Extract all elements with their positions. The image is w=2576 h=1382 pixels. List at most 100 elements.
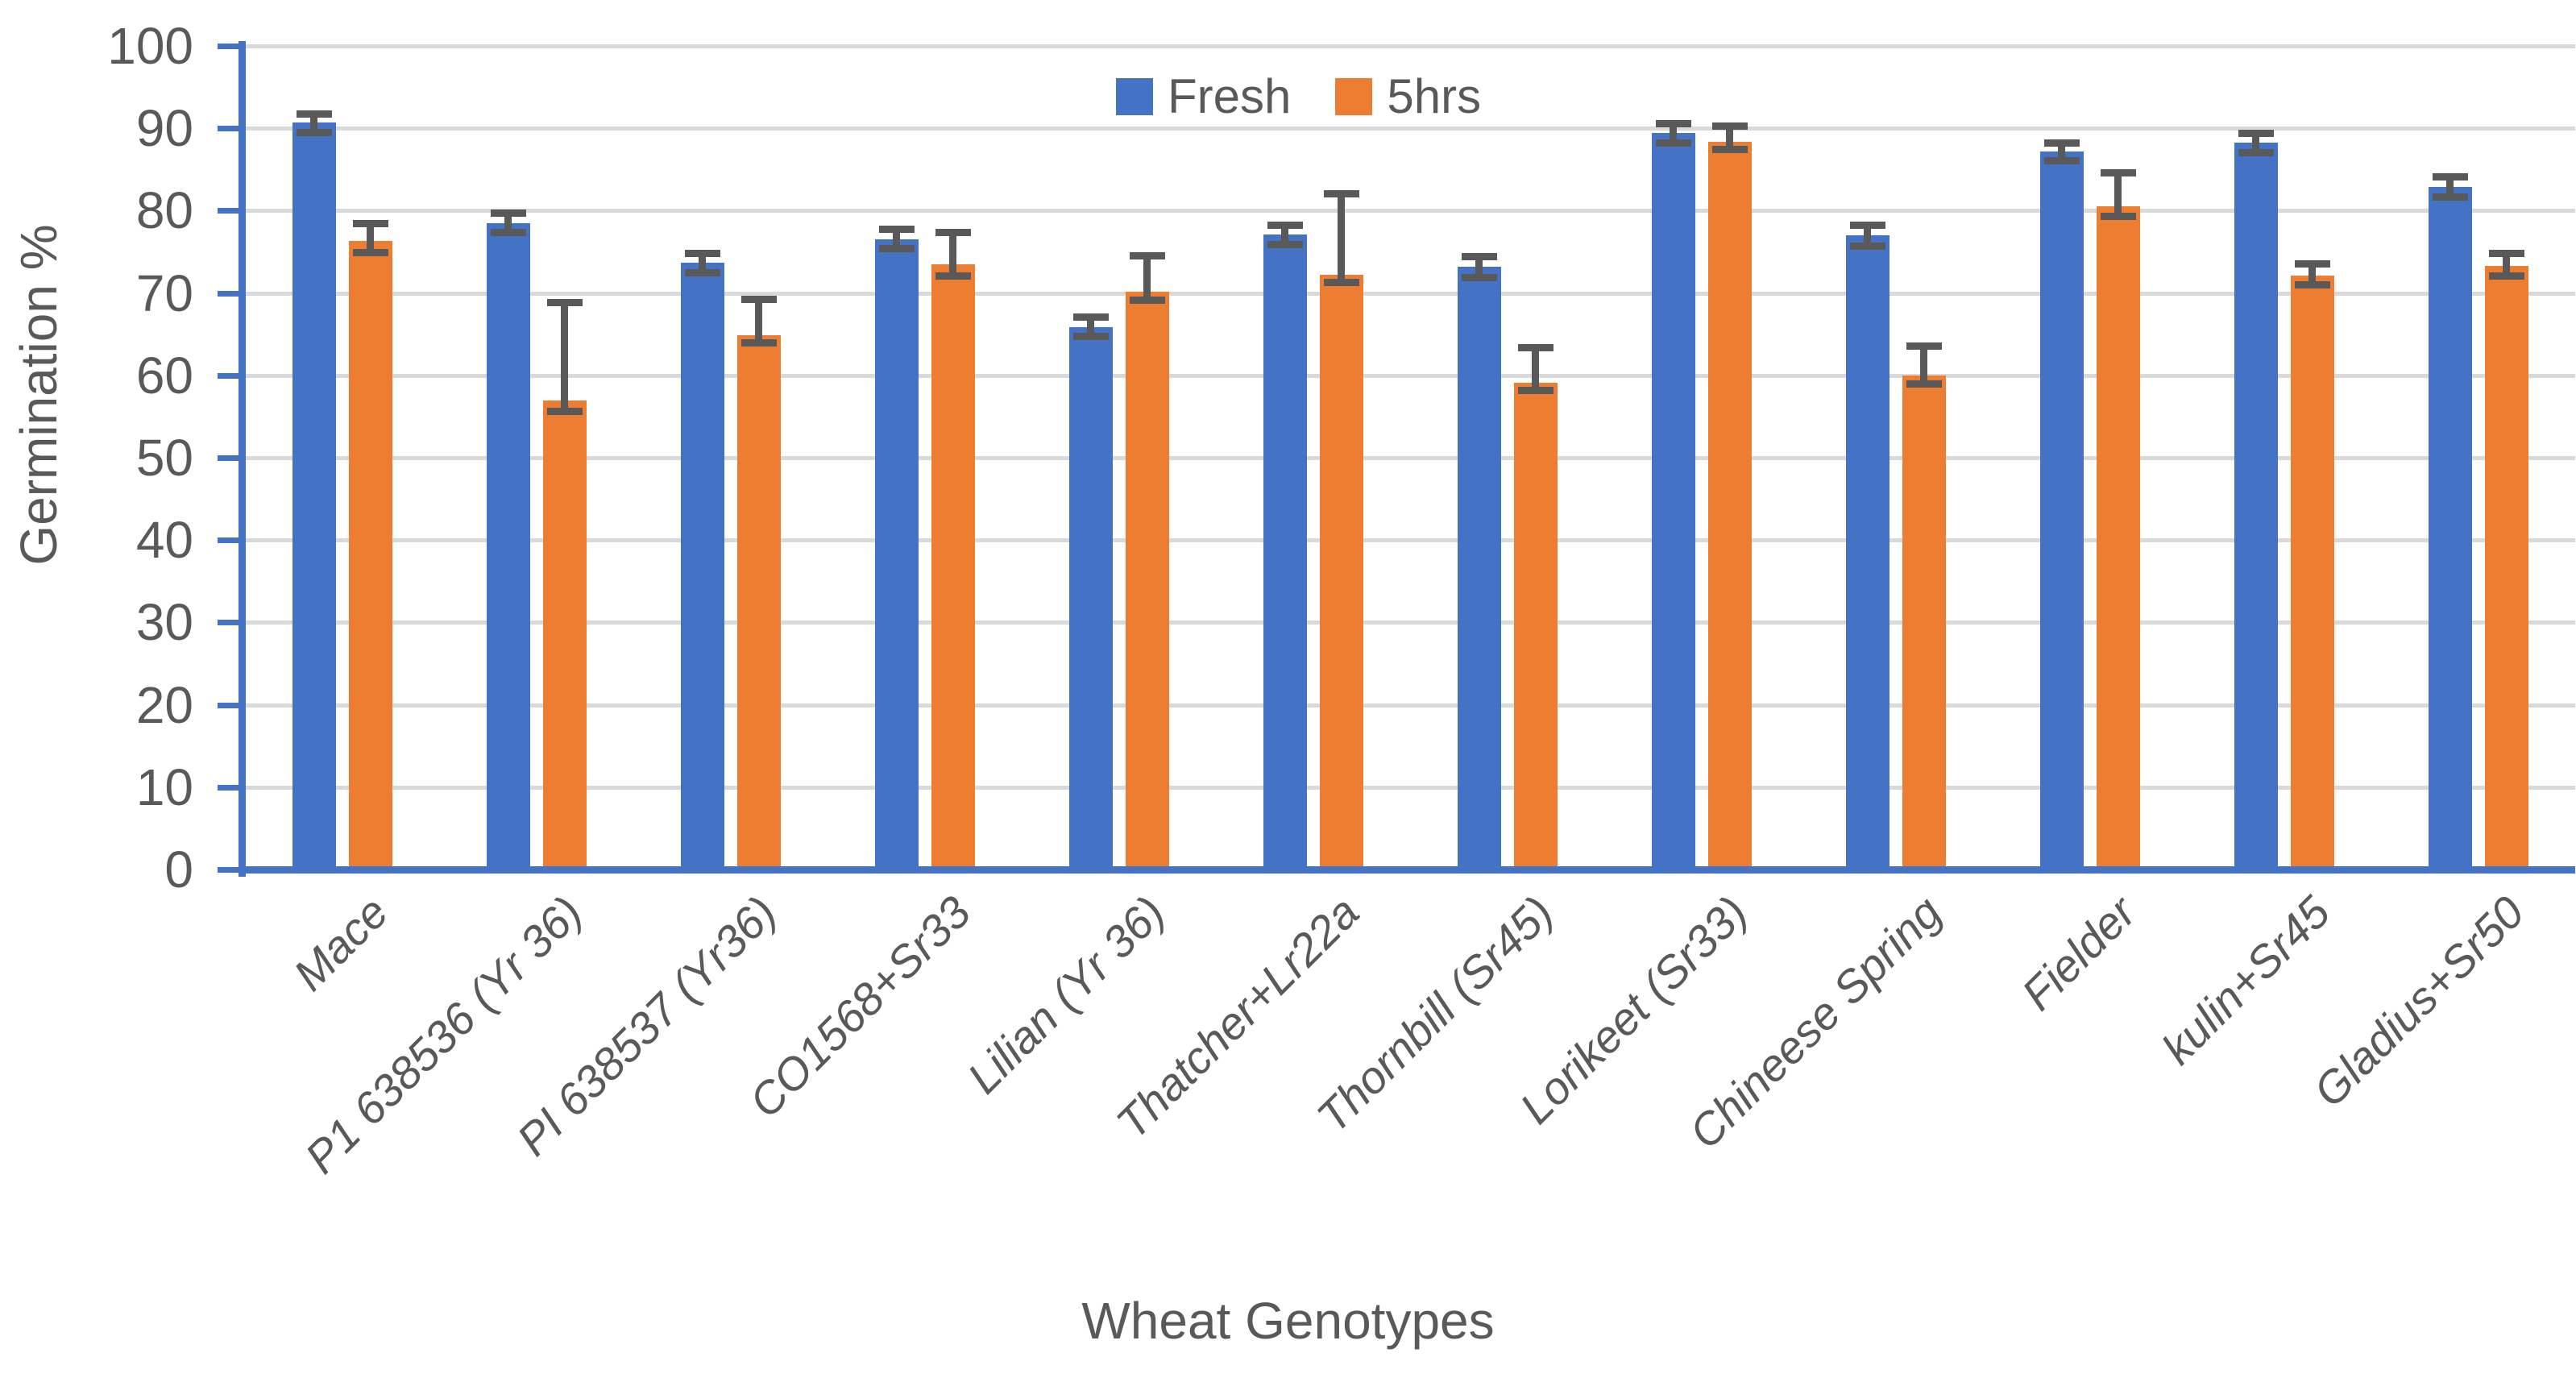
- error-bar-line: [1532, 347, 1539, 391]
- error-bar-cap-bottom: [684, 269, 720, 277]
- y-tick-label-50: 50: [135, 429, 193, 487]
- category-label-9: Chineese Spring: [1678, 886, 1951, 1159]
- error-bar-cap-bottom: [1711, 145, 1748, 153]
- category-label-8: Lorikeet (Sr33): [1509, 886, 1757, 1134]
- error-bar-line: [1920, 346, 1927, 384]
- y-axis-tick-80: [218, 208, 239, 214]
- bar-fresh-6: [1263, 234, 1307, 873]
- y-axis-tick-50: [218, 455, 239, 461]
- error-bar-cap-top: [1072, 313, 1109, 322]
- bar-5hrs-4: [931, 264, 975, 873]
- y-axis-line: [239, 41, 246, 877]
- bar-5hrs-9: [1902, 375, 1946, 873]
- error-bar-line: [2114, 172, 2122, 216]
- y-axis-tick-90: [218, 126, 239, 132]
- category-label-3: PI 638537 (Yr36): [506, 886, 786, 1165]
- error-bar-cap-bottom: [296, 129, 332, 137]
- error-bar-line: [699, 252, 706, 273]
- bar-fresh-9: [1845, 235, 1889, 873]
- error-bar-cap-top: [1129, 251, 1165, 259]
- gridline-80: [245, 209, 2575, 214]
- bar-5hrs-7: [1513, 382, 1558, 873]
- bar-fresh-5: [1068, 326, 1113, 873]
- error-bar-cap-bottom: [935, 272, 971, 280]
- error-bar-cap-bottom: [878, 245, 915, 253]
- y-tick-label-70: 70: [135, 264, 193, 322]
- error-bar-line: [367, 222, 374, 252]
- error-bar-cap-top: [2238, 130, 2274, 138]
- bar-5hrs-6: [1319, 275, 1363, 873]
- error-bar-line: [755, 298, 762, 342]
- error-bar-cap-top: [1461, 252, 1497, 260]
- category-label-12: Gladius+Sr50: [2303, 886, 2533, 1117]
- error-bar-line: [1281, 224, 1288, 245]
- y-axis-tick-30: [218, 620, 239, 626]
- error-bar-line: [1864, 224, 1871, 247]
- category-label-2: P1 638536 (Yr 36): [294, 886, 591, 1184]
- gridline-10: [245, 785, 2575, 790]
- error-bar-cap-bottom: [490, 228, 526, 236]
- bar-fresh-8: [1651, 133, 1695, 873]
- error-bar-line: [1670, 123, 1677, 143]
- error-bar-line: [504, 213, 512, 232]
- error-bar-line: [1338, 193, 1345, 283]
- y-axis-tick-0: [218, 867, 239, 873]
- gridline-70: [245, 291, 2575, 296]
- y-axis-tick-10: [218, 784, 239, 791]
- y-tick-label-40: 40: [135, 511, 193, 570]
- bar-5hrs-2: [542, 400, 587, 873]
- error-bar-cap-top: [1323, 189, 1359, 197]
- bar-fresh-3: [680, 262, 724, 873]
- gridline-100: [245, 44, 2575, 48]
- y-axis-tick-40: [218, 537, 239, 544]
- error-bar-cap-bottom: [1461, 274, 1497, 282]
- y-tick-label-10: 10: [135, 757, 193, 816]
- error-bar-cap-top: [352, 219, 388, 227]
- error-bar-cap-bottom: [1072, 332, 1109, 340]
- error-bar-cap-top: [684, 249, 720, 257]
- error-bar-line: [949, 231, 956, 276]
- y-axis-tick-100: [218, 44, 239, 49]
- error-bar-line: [893, 228, 900, 249]
- error-bar-cap-bottom: [2100, 212, 2136, 220]
- error-bar-line: [1726, 126, 1733, 149]
- error-bar-cap-bottom: [1129, 296, 1165, 304]
- legend: Fresh 5hrs: [1116, 73, 1481, 121]
- error-bar-line: [2252, 133, 2259, 152]
- error-bar-cap-top: [2294, 259, 2330, 268]
- gridline-30: [245, 620, 2575, 625]
- y-tick-label-30: 30: [135, 593, 193, 652]
- category-label-5: Lilian (Yr 36): [956, 886, 1174, 1103]
- legend-item-5hrs: 5hrs: [1335, 73, 1481, 121]
- bar-fresh-2: [486, 222, 530, 873]
- error-bar-cap-top: [2432, 173, 2468, 181]
- error-bar-cap-bottom: [2043, 157, 2080, 165]
- error-bar-cap-top: [296, 110, 332, 118]
- error-bar-line: [1143, 255, 1151, 300]
- error-bar-line: [2503, 252, 2510, 276]
- gridline-90: [245, 127, 2575, 131]
- y-axis-tick-20: [218, 702, 239, 708]
- legend-swatch-fresh: [1116, 78, 1153, 115]
- bar-5hrs-3: [736, 334, 781, 873]
- error-bar-line: [310, 113, 317, 133]
- error-bar-cap-bottom: [1906, 380, 1942, 388]
- bar-fresh-10: [2039, 151, 2084, 873]
- bar-fresh-11: [2234, 142, 2278, 873]
- y-tick-label-20: 20: [135, 675, 193, 734]
- gridline-50: [245, 456, 2575, 460]
- category-label-10: Fielder: [2011, 886, 2145, 1020]
- bar-fresh-4: [874, 239, 919, 873]
- error-bar-cap-top: [490, 210, 526, 218]
- category-label-11: kulin+Sr45: [2151, 886, 2339, 1074]
- bar-fresh-1: [292, 122, 336, 873]
- error-bar-line: [1087, 317, 1094, 336]
- error-bar-cap-bottom: [1323, 279, 1359, 287]
- error-bar-cap-bottom: [2238, 148, 2274, 156]
- category-label-7: Thornbill (Sr45): [1306, 886, 1562, 1143]
- error-bar-cap-top: [546, 298, 583, 306]
- error-bar-line: [1475, 255, 1483, 278]
- error-bar-line: [2308, 263, 2316, 285]
- gridline-40: [245, 538, 2575, 543]
- error-bar-cap-bottom: [2488, 272, 2524, 280]
